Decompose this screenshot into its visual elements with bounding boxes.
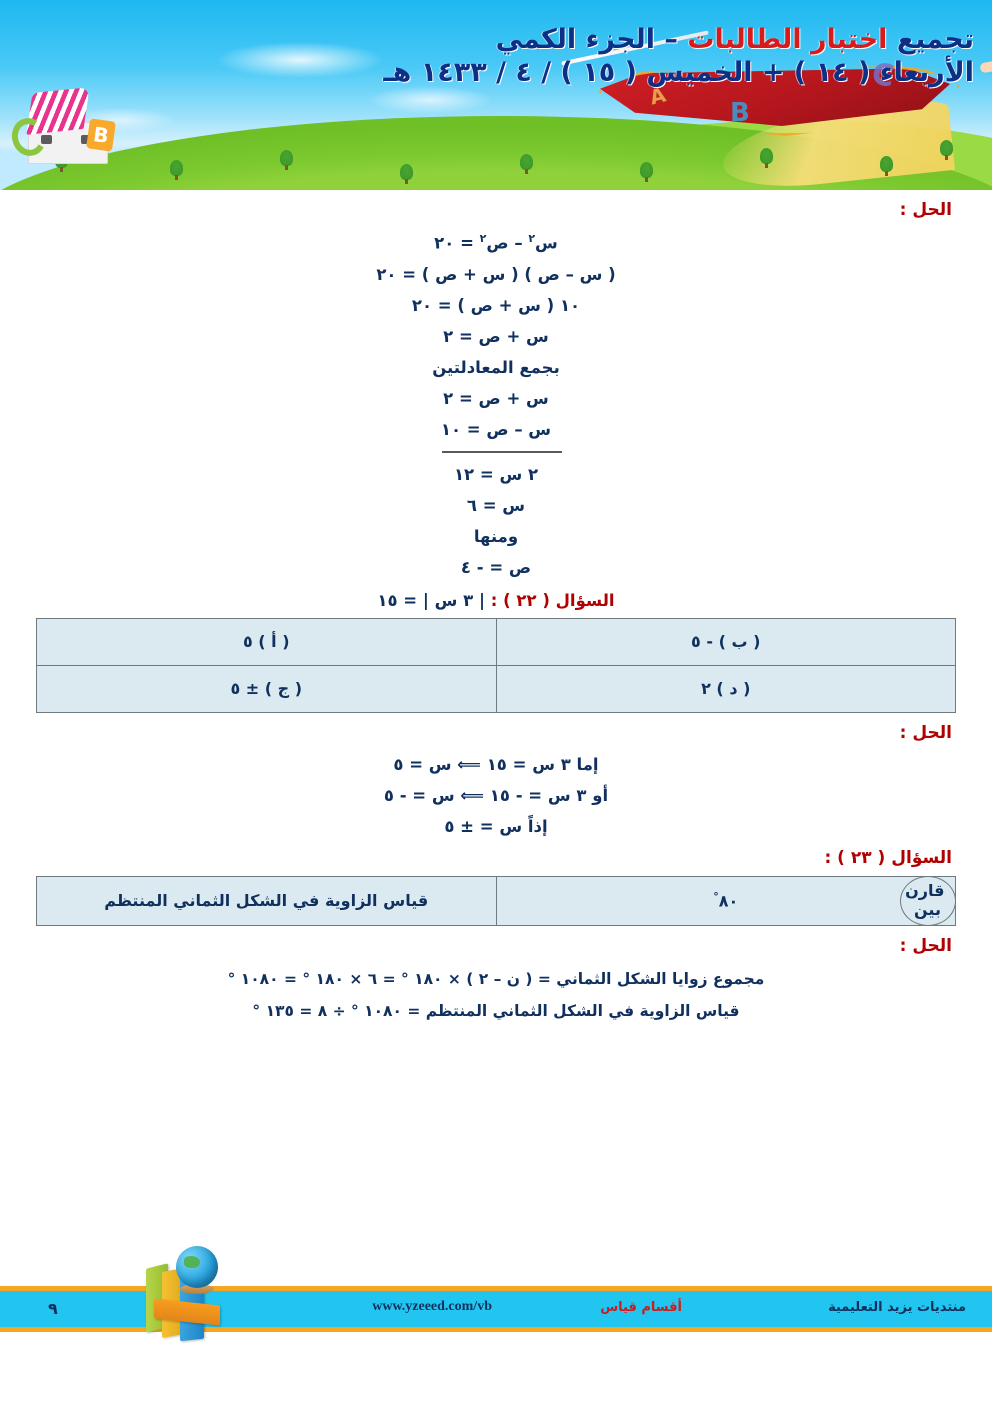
footer-url-link[interactable]: www.yzeeed.com/vb [372, 1299, 492, 1314]
equation-line: إما ٣ س = ١٥ ⟸ س = ٥ [393, 754, 599, 774]
option-b[interactable]: ( ب ) - ٥ [495, 617, 956, 666]
tree-icon [940, 140, 953, 160]
tree-icon [760, 148, 773, 168]
question-22-options-table: ( ب ) - ٥ ( أ ) ٥ ( د ) ٢ ( ج ) ± ٥ [36, 617, 956, 713]
globe-stand-icon [180, 1284, 214, 1294]
option-c[interactable]: ( ج ) ± ٥ [36, 664, 497, 713]
question-23-label: السؤال ( ٢٣ ) : [824, 847, 952, 868]
page-content: الحل : س٢ – ص٢ = ٢٠ ( س – ص ) ( س + ص ) … [0, 190, 992, 1280]
solution-label-q22: الحل : [899, 722, 952, 743]
note-sum-equations: بجمع المعادلتين [432, 357, 560, 377]
equation-line: أو ٣ س = - ١٥ ⟸ س = - ٥ [383, 785, 609, 805]
equation-line: س٢ – ص٢ = ٢٠ [0, 232, 992, 253]
compare-label-cell: قياس الزاوية في الشكل الثماني المنتظم [36, 875, 497, 926]
solution-label-q21: الحل : [899, 200, 952, 220]
equation-line: ١٠ ( س + ص ) = ٢٠ [411, 295, 581, 315]
footer-department: أقسام قياس [600, 1300, 682, 1315]
footer-site-name: منتديات يزيد التعليمية [828, 1300, 966, 1315]
compare-value-cell: ٨٠° [495, 875, 956, 926]
compare-value: ٨٠ [718, 891, 739, 911]
equation-line: س = ٦ [466, 495, 526, 515]
equation-text: – ص [486, 233, 529, 253]
solution-label-q23: الحل : [899, 935, 952, 956]
carpet-letter-b-icon: B [730, 98, 750, 128]
tree-icon [280, 150, 293, 170]
equation-line: ص = - ٤ [460, 557, 532, 577]
footer-inner: منتديات يزيد التعليمية أقسام قياس www.yz… [0, 1291, 992, 1327]
exponent: ٢ [528, 232, 536, 245]
equation-line: س + ص = ٢ [443, 388, 549, 408]
equation-line: س + ص = ٢ [443, 326, 549, 346]
tree-icon [640, 162, 653, 182]
table-row: ٨٠° قياس الزاوية في الشكل الثماني المنتظ… [36, 875, 956, 926]
tree-icon [520, 154, 533, 174]
equation-line: ٢ س = ١٢ [453, 464, 539, 484]
banner-title-prefix: تجميع [887, 24, 974, 55]
sum-rule-line [442, 450, 562, 453]
globe-icon [176, 1246, 218, 1288]
question-23-compare-table: قارن بين ٨٠° قياس الزاوية في الشكل الثما… [36, 875, 956, 926]
equation-text: س [535, 233, 558, 253]
banner-title-suffix: – الجزء الكمي [495, 24, 688, 55]
table-row: قارن بين [37, 875, 956, 926]
question-22-statement: | ٣ س | = ١٥ [377, 590, 486, 610]
equation-line: إذاً س = ± ٥ [444, 816, 548, 836]
page-number: ٩ [48, 1299, 58, 1318]
equation-line: قياس الزاوية في الشكل الثماني المنتظم = … [252, 1001, 740, 1020]
option-a[interactable]: ( أ ) ٥ [36, 617, 497, 666]
equation-line: ( س – ص ) ( س + ص ) = ٢٠ [376, 264, 616, 284]
tree-icon [400, 164, 413, 184]
exponent: ٢ [479, 232, 487, 245]
degree-symbol: ° [713, 890, 719, 904]
flying-carpet-illustration: A B C [561, 2, 992, 152]
question-22-heading: السؤال ( ٢٢ ) : | ٣ س | = ١٥ [0, 591, 992, 610]
equation-text: = ٢٠ [434, 233, 480, 253]
tree-icon [880, 156, 893, 176]
books-and-globe-illustration [96, 1246, 236, 1348]
table-row: ( ب ) - ٥ ( أ ) ٥ [36, 617, 956, 666]
banner-title-line-1: تجميع اختبار الطالبات – الجزء الكمي [383, 24, 974, 57]
letter-b-icon: B [86, 118, 116, 152]
equation-line: مجموع زوايا الشكل الثماني = ( ن – ٢ ) × … [227, 969, 765, 988]
tree-icon [170, 160, 183, 180]
table-row: ( د ) ٢ ( ج ) ± ٥ [36, 664, 956, 713]
note-hence: ومنها [473, 526, 519, 546]
banner-title-highlight: اختبار الطالبات [687, 24, 888, 55]
banner-title-line-2: الأربعاء ( ١٤ ) + الخميس ( ١٥ ) / ٤ / ١٤… [383, 56, 974, 88]
question-22-label: السؤال ( ٢٢ ) : [490, 590, 615, 610]
equation-line: س – ص = ١٠ [440, 419, 552, 439]
page-header-banner: B A B C تجميع اختبار الطالبات – الجزء ال… [0, 0, 992, 190]
option-d[interactable]: ( د ) ٢ [495, 664, 956, 713]
banner-title: تجميع اختبار الطالبات – الجزء الكمي الأر… [383, 24, 974, 90]
compare-table-header: قارن بين [899, 875, 956, 926]
